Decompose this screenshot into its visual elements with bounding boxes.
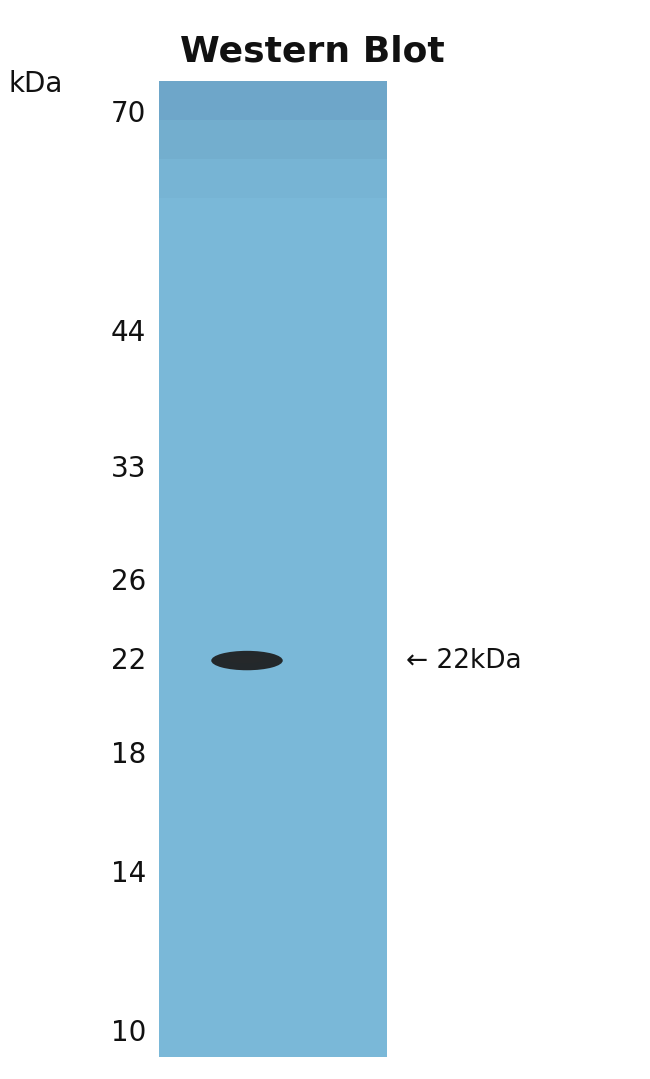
Bar — [159, 81, 387, 1057]
Text: 26: 26 — [111, 568, 146, 596]
Text: Western Blot: Western Blot — [179, 35, 445, 69]
Bar — [159, 81, 387, 159]
Text: 14: 14 — [111, 860, 146, 888]
Text: kDa: kDa — [8, 70, 63, 98]
Ellipse shape — [227, 656, 263, 664]
Ellipse shape — [211, 651, 283, 670]
Text: 22: 22 — [111, 646, 146, 674]
Text: 18: 18 — [111, 741, 146, 769]
Text: 44: 44 — [111, 319, 146, 347]
Text: 33: 33 — [111, 455, 146, 483]
Text: 10: 10 — [111, 1020, 146, 1048]
Text: 70: 70 — [111, 99, 146, 127]
Bar — [159, 81, 387, 199]
Bar — [159, 81, 387, 120]
Text: ← 22kDa: ← 22kDa — [406, 647, 522, 673]
